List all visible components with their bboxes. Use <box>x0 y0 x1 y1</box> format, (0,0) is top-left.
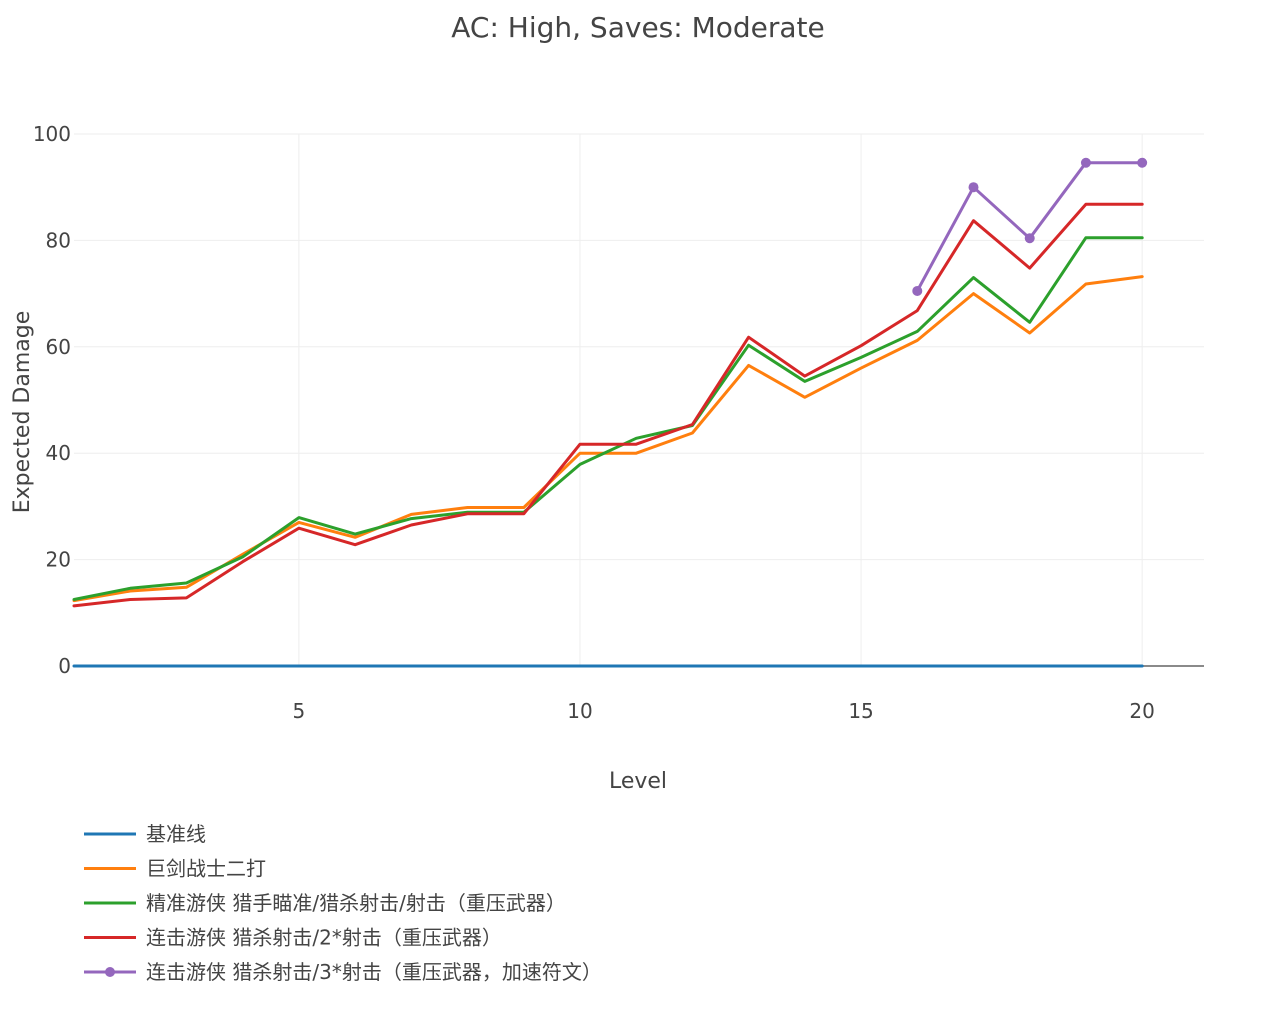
series-line-3 <box>72 236 1144 601</box>
legend-marker <box>105 967 115 977</box>
x-tick-label: 10 <box>567 699 592 723</box>
y-tick-label: 40 <box>46 441 71 465</box>
y-axis-title: Expected Damage <box>10 311 35 513</box>
legend-item-3[interactable]: 精准游侠 猎手瞄准/猎杀射击/射击（重压武器） <box>84 891 566 915</box>
series-point-5 <box>1137 157 1148 168</box>
y-tick-label: 20 <box>46 548 71 572</box>
series-line-5 <box>915 161 1144 293</box>
legend-label: 巨剑战士二打 <box>146 857 266 881</box>
y-tick-label: 100 <box>33 122 71 146</box>
legend-item-1[interactable]: 基准线 <box>84 822 206 846</box>
x-axis-title: Level <box>609 769 667 794</box>
y-tick-label: 0 <box>58 654 71 678</box>
grid <box>74 133 1204 666</box>
legend-label: 精准游侠 猎手瞄准/猎杀射击/射击（重压武器） <box>146 891 566 915</box>
plot-area <box>72 157 1148 668</box>
axes: 0 20 40 60 80 100 5 10 15 20 <box>33 122 1204 723</box>
x-tick-label: 5 <box>293 699 306 723</box>
series-point-5 <box>1024 233 1035 244</box>
series-line-4 <box>72 202 1144 608</box>
y-tick-label: 80 <box>46 228 71 252</box>
legend-item-5[interactable]: 连击游侠 猎杀射击/3*射击（重压武器，加速符文） <box>84 960 602 984</box>
legend-label: 基准线 <box>146 822 206 846</box>
x-tick-label: 20 <box>1129 699 1154 723</box>
legend-label: 连击游侠 猎杀射击/3*射击（重压武器，加速符文） <box>146 960 602 984</box>
legend-item-4[interactable]: 连击游侠 猎杀射击/2*射击（重压武器） <box>84 926 502 950</box>
legend-item-2[interactable]: 巨剑战士二打 <box>84 857 266 881</box>
series-point-5 <box>912 285 923 296</box>
series-line-2 <box>72 275 1144 603</box>
y-tick-label: 60 <box>46 335 71 359</box>
chart-title: AC: High, Saves: Moderate <box>451 11 825 44</box>
legend-label: 连击游侠 猎杀射击/2*射击（重压武器） <box>146 926 502 950</box>
series-point-5 <box>1080 157 1091 168</box>
series-point-5 <box>968 182 979 193</box>
x-tick-label: 15 <box>848 699 873 723</box>
